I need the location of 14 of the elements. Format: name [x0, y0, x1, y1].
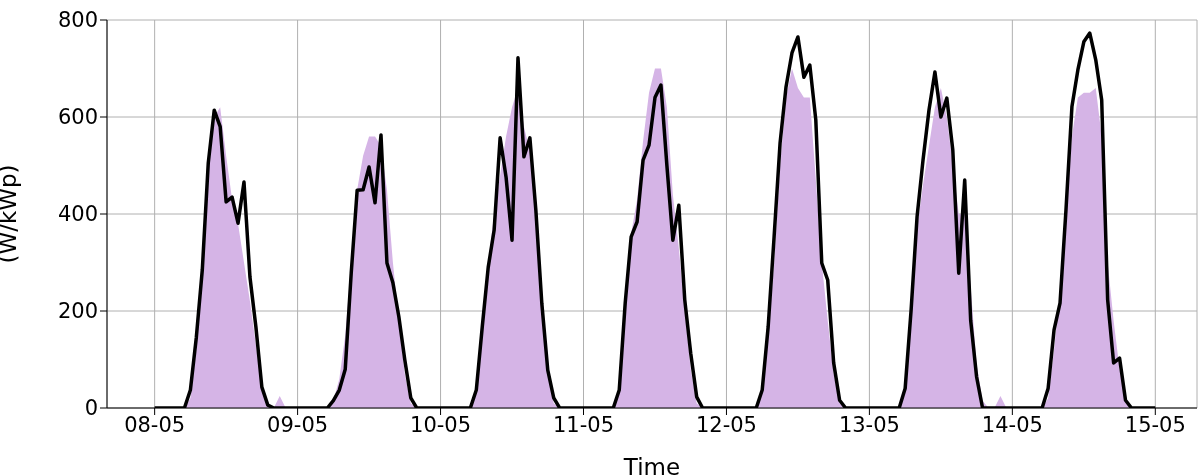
x-tick-label: 13-05 — [838, 412, 900, 437]
x-tick-label: 08-05 — [124, 412, 186, 437]
y-tick-label: 0 — [84, 396, 98, 421]
x-tick-label: 15-05 — [1124, 412, 1186, 437]
x-tick-label: 14-05 — [981, 412, 1043, 437]
x-tick-label: 11-05 — [552, 412, 615, 437]
x-tick-label: 09-05 — [267, 412, 329, 437]
y-tick-label: 200 — [57, 299, 98, 324]
y-tick-label: 400 — [57, 202, 98, 227]
y-tick-label: 800 — [57, 8, 98, 33]
y-tick-label: 600 — [57, 105, 98, 130]
x-tick-label: 10-05 — [410, 412, 472, 437]
x-axis-title: Time — [622, 454, 681, 475]
x-tick-label: 12-05 — [695, 412, 757, 437]
